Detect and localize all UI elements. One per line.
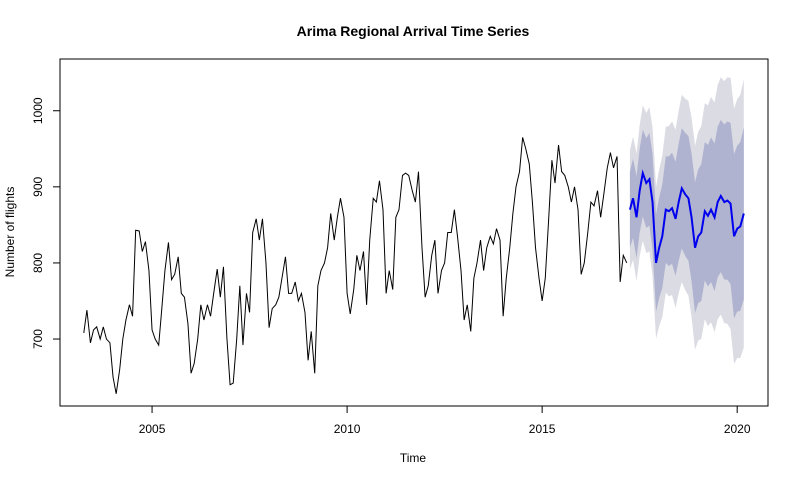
interval-80 — [629, 119, 744, 319]
x-axis-label: Time — [400, 451, 427, 465]
plot-frame — [59, 58, 769, 407]
forecast-line — [628, 169, 745, 264]
chart-title: Arima Regional Arrival Time Series — [297, 23, 530, 39]
y-tick-label: 900 — [31, 177, 45, 197]
y-axis-label: Number of flights — [3, 187, 17, 278]
x-tick-label: 2015 — [529, 422, 556, 436]
y-tick-label: 1000 — [31, 97, 45, 124]
x-tick-label: 2020 — [724, 422, 751, 436]
x-tick-label: 2005 — [139, 422, 166, 436]
series-line — [83, 137, 628, 394]
y-tick-label: 800 — [31, 253, 45, 273]
x-tick-label: 2010 — [334, 422, 361, 436]
y-tick-label: 700 — [31, 329, 45, 349]
